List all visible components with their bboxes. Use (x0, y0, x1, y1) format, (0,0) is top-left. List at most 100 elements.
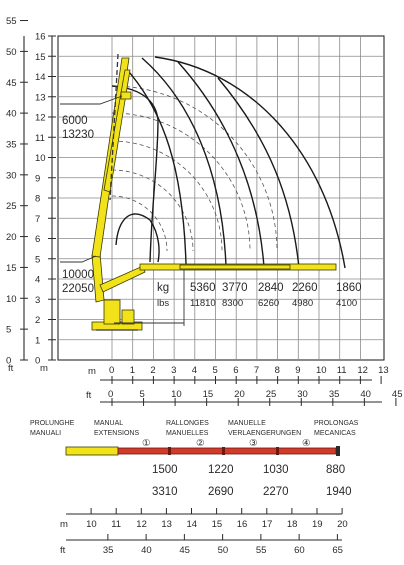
crane-illustration (91, 53, 337, 331)
load-kg-3: 2840 (258, 282, 284, 294)
left-m-label-2: 2 (35, 315, 40, 326)
bottom-ft-label-5: 5 (140, 389, 145, 400)
ext-bar-joint-3 (276, 447, 279, 455)
bottom-ft-label-0: 0 (108, 389, 113, 400)
load-units: kg lbs (157, 282, 169, 309)
left-m-label-5: 5 (35, 254, 40, 265)
unit-kg: kg (157, 282, 169, 294)
load-zone-curves (111, 56, 346, 269)
upper-load-kg: 6000 (62, 115, 88, 127)
horizontal-boom-extension (179, 264, 291, 270)
bottom-m-label-1: 1 (130, 365, 135, 376)
lower-scale: 10 11 12 13 14 15 16 17 18 19 20 35 40 45 50 55 60 65 m … (60, 508, 348, 556)
lower-m-label-16: 16 (237, 519, 248, 530)
bottom-ft-label-20: 20 (234, 389, 245, 400)
ext-header-5-line1: PROLONGAS (314, 420, 359, 427)
left-m-label-15: 15 (35, 52, 46, 63)
lower-ft-label-55: 55 (256, 545, 267, 556)
zone-curve-2 (121, 63, 187, 265)
load-kg-4: 2260 (292, 282, 318, 294)
left-ft-unit: ft (8, 363, 14, 374)
ext-load-lbs-4: 1940 (326, 486, 352, 498)
load-table: 5360 11810 3770 8300 2840 6260 2260 4980 1860 410… (190, 282, 362, 309)
extension-bar-tip (336, 446, 340, 456)
bottom-m-unit: m (88, 366, 96, 377)
lower-ft-label-35: 35 (103, 545, 114, 556)
lower-ft-label-40: 40 (141, 545, 152, 556)
left-ft-label-50: 50 (6, 47, 17, 58)
ext-header-1-line1: PROLUNGHE (30, 420, 75, 427)
bottom-ft-label-40: 40 (360, 389, 371, 400)
bottom-m-label-0: 0 (109, 365, 114, 376)
bottom-m-label-7: 7 (254, 365, 259, 376)
inner-lift-curve (115, 213, 160, 263)
crane-control-box (121, 309, 135, 325)
load-kg-5: 1860 (336, 282, 362, 294)
ext-load-lbs-2: 2690 (208, 486, 234, 498)
bottom-ft-unit: ft (86, 390, 92, 401)
ext-load-kg-3: 1030 (263, 464, 289, 476)
extension-bar-yellow (65, 446, 119, 456)
lower-m-label-20: 20 (337, 519, 348, 530)
left-ft-label-15: 15 (6, 263, 17, 274)
dashed-arc-1 (111, 195, 168, 252)
upper-load-leader (60, 95, 123, 105)
unit-lbs: lbs (157, 298, 169, 309)
ext-header-1-line2: MANUALI (30, 430, 61, 437)
left-ft-label-40: 40 (6, 109, 17, 120)
lower-load-leader (60, 255, 97, 263)
load-lbs-3: 6260 (258, 298, 279, 309)
left-ft-label-20: 20 (6, 232, 17, 243)
lower-m-label-13: 13 (161, 519, 172, 530)
load-kg-2: 3770 (222, 282, 248, 294)
vertical-boom-extension (103, 69, 131, 193)
bottom-m-label-3: 3 (171, 365, 176, 376)
ext-load-kg-1: 1500 (152, 464, 178, 476)
ext-bar-joint-1 (168, 447, 171, 455)
ext-header-5-line2: MECANICAS (314, 430, 356, 437)
lower-m-unit: m (60, 519, 68, 530)
ext-bar-joint-2 (222, 447, 225, 455)
left-m-label-10: 10 (35, 153, 46, 164)
left-ft-label-0: 0 (6, 356, 11, 367)
ext-header-2-line1: MANUAL (94, 420, 123, 427)
zone-curve-5 (217, 77, 300, 269)
ext-header-3-line1: RALLONGES (166, 420, 209, 427)
bottom-ft-label-25: 25 (266, 389, 277, 400)
left-ft-label-35: 35 (6, 139, 17, 150)
dashed-arc-3 (111, 140, 223, 252)
extension-bar (65, 446, 340, 456)
load-lbs-1: 11810 (190, 298, 216, 309)
bottom-ft-label-15: 15 (203, 389, 214, 400)
bottom-m-label-5: 5 (213, 365, 218, 376)
left-ft-label-25: 25 (6, 201, 17, 212)
lower-load-kg: 10000 (62, 269, 94, 281)
bottom-m-label-2: 2 (150, 365, 155, 376)
upper-load-label: 6000 13230 (60, 95, 123, 141)
ext-header-2-line2: EXTENSIONS (94, 430, 139, 437)
ext-number-3: ③ (249, 438, 258, 449)
left-m-label-1: 1 (35, 335, 40, 346)
left-m-label-6: 6 (35, 234, 40, 245)
left-m-label-7: 7 (35, 214, 40, 225)
load-lbs-5: 4100 (336, 298, 357, 309)
left-m-unit: m (40, 363, 48, 374)
bottom-axis: 0 1 2 3 4 5 6 7 8 9 10 11 12 13 0 5 10 15 20 25 30 35 40 45 m … (86, 365, 402, 406)
zone-curve-1 (111, 85, 159, 263)
dashed-arc-4 (111, 112, 251, 252)
bottom-m-label-13: 13 (378, 365, 389, 376)
ext-load-lbs-3: 2270 (263, 486, 289, 498)
bottom-m-label-6: 6 (233, 365, 238, 376)
lower-ft-unit: ft (60, 545, 66, 556)
boom-sheave (120, 91, 132, 100)
ext-number-1: ① (142, 438, 151, 449)
crane-column (103, 299, 121, 325)
left-m-label-13: 13 (35, 92, 46, 103)
ext-header-4-line2: VERLAENGERUNGEN (228, 430, 301, 437)
left-m-label-8: 8 (35, 194, 40, 205)
bottom-ft-label-30: 30 (297, 389, 308, 400)
lower-load-label: 10000 22050 (60, 255, 97, 295)
lower-ft-label-65: 65 (332, 545, 343, 556)
lower-m-label-12: 12 (136, 519, 147, 530)
